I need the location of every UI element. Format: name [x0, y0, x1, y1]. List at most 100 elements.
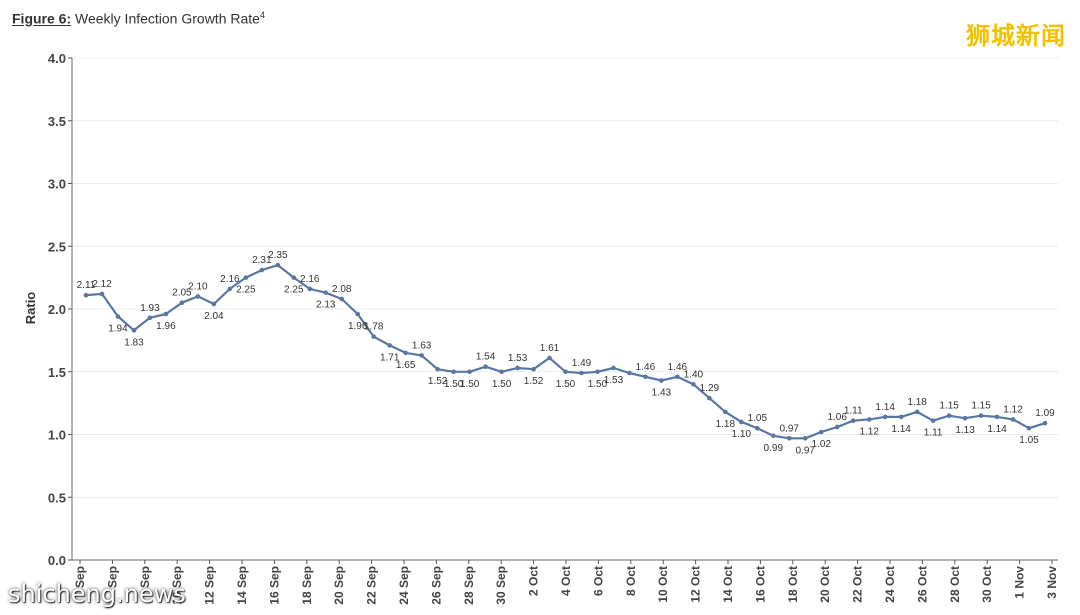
data-point [387, 343, 392, 348]
data-point [962, 415, 968, 421]
data-label: 1.78 [364, 322, 384, 333]
x-tick-label: Sep [138, 566, 152, 588]
x-tick-label: Sep [105, 566, 119, 588]
data-point [531, 366, 536, 372]
data-point [595, 369, 600, 375]
data-point [739, 419, 744, 425]
data-label: 1.46 [636, 362, 656, 373]
data-label: 1.96 [348, 321, 368, 332]
data-label: 2.10 [188, 281, 208, 292]
x-tick-label: 4 Oct [559, 566, 573, 596]
data-label: 1.15 [971, 401, 991, 412]
data-label: 1.71 [380, 352, 400, 363]
data-point [291, 275, 297, 280]
data-label: 1.18 [907, 397, 927, 408]
data-point [802, 435, 808, 441]
data-label: 2.11 [77, 280, 96, 291]
data-point [627, 370, 632, 376]
x-tick-label: 24 Oct [883, 566, 897, 603]
x-tick-label: Sep [73, 566, 87, 588]
data-label: 1.61 [540, 343, 560, 354]
x-tick-label: 16 Sep [267, 566, 281, 605]
data-point [259, 267, 265, 273]
data-label: 0.99 [764, 443, 784, 454]
y-tick-label: 3.0 [48, 177, 66, 192]
x-tick-label: 22 Sep [365, 566, 379, 605]
y-tick-label: 1.5 [48, 365, 66, 380]
data-label: 2.25 [236, 285, 256, 296]
data-point [115, 314, 121, 319]
figure-number: Figure 6: [12, 10, 72, 27]
data-label: 1.53 [508, 353, 528, 364]
x-tick-label: 20 Oct [818, 566, 832, 603]
data-label: 1.02 [811, 439, 831, 450]
data-point [419, 353, 424, 358]
x-tick-label: 1 Nov [1013, 566, 1027, 599]
x-tick-label: 18 Sep [300, 566, 314, 605]
x-tick-label: 22 Oct [851, 566, 865, 603]
x-tick-label: 18 Oct [786, 566, 800, 603]
data-point [275, 262, 281, 268]
y-tick-label: 2.0 [48, 302, 66, 317]
data-point [371, 334, 377, 339]
x-tick-label: 12 Oct [689, 566, 703, 603]
data-point [355, 311, 361, 317]
y-tick-label: 1.0 [48, 428, 66, 443]
data-label: 1.52 [428, 376, 448, 387]
data-point [930, 418, 936, 423]
data-point [786, 435, 792, 441]
data-point [179, 300, 185, 306]
x-tick-label: 10 Oct [656, 566, 670, 603]
data-label: 2.25 [284, 285, 304, 296]
data-point [1010, 417, 1016, 422]
data-label: 2.08 [332, 284, 352, 295]
figure-footnote-ref: 4 [259, 10, 265, 20]
data-label: 2.35 [268, 250, 288, 261]
y-tick-label: 0.5 [48, 490, 66, 505]
data-point [643, 374, 648, 380]
data-point [882, 414, 888, 420]
data-point [770, 433, 776, 439]
data-label: 1.40 [684, 369, 704, 380]
data-label: 1.54 [476, 352, 496, 363]
data-point [323, 290, 329, 295]
x-tick-label: 30 Oct [980, 566, 994, 603]
x-tick-label: 6 Oct [591, 566, 605, 596]
data-point [946, 413, 952, 418]
data-label: 2.04 [204, 311, 224, 322]
data-point [243, 275, 249, 280]
data-point [307, 286, 313, 292]
x-tick-label: 28 Sep [462, 566, 476, 605]
data-point [850, 418, 856, 423]
data-label: 1.10 [732, 429, 752, 440]
data-point [994, 414, 1000, 420]
x-tick-label: 28 Oct [948, 566, 962, 603]
x-tick-label: 10 Sep [170, 566, 184, 605]
data-label: 0.97 [780, 423, 800, 434]
y-tick-label: 0.0 [48, 553, 66, 568]
data-label: 0.97 [796, 445, 816, 456]
data-label: 1.93 [140, 303, 160, 314]
data-point [83, 292, 89, 298]
data-label: 2.16 [300, 274, 320, 285]
data-label: 2.05 [172, 288, 192, 299]
data-label: 1.12 [859, 426, 879, 437]
data-label: 1.14 [891, 424, 911, 435]
data-label: 1.94 [108, 324, 128, 335]
data-label: 1.18 [716, 419, 736, 430]
data-label: 1.49 [572, 358, 592, 369]
figure-title-text: Weekly Infection Growth Rate [75, 10, 260, 27]
x-tick-label: 20 Sep [332, 566, 346, 605]
x-tick-label: 2 Oct [527, 566, 541, 596]
data-point [866, 417, 872, 422]
x-tick-label: 16 Oct [753, 566, 767, 603]
x-tick-label: 14 Sep [235, 566, 249, 605]
data-point [467, 369, 472, 375]
y-tick-label: 2.5 [48, 239, 66, 254]
data-label: 1.53 [604, 375, 624, 386]
data-point [227, 286, 233, 292]
figure-title: Figure 6: Weekly Infection Growth Rate4 [12, 10, 265, 27]
x-tick-label: 8 Oct [624, 566, 638, 596]
data-point [403, 350, 408, 356]
